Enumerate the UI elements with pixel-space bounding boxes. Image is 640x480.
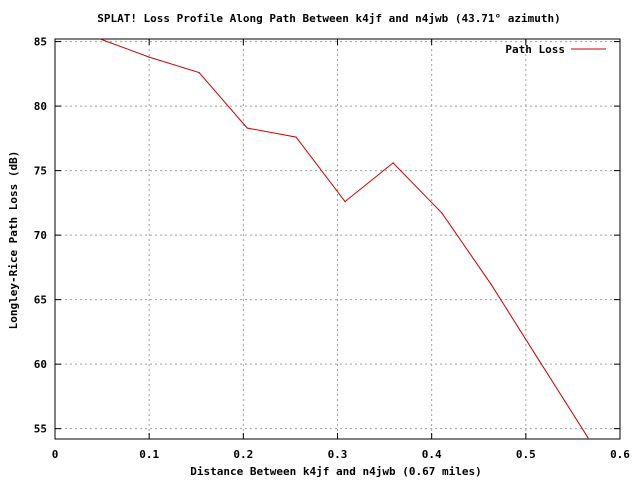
data-point xyxy=(148,56,150,58)
y-tick-label: 85 xyxy=(34,36,47,49)
x-tick-label: 0.5 xyxy=(516,448,536,461)
y-axis-label: Longley-Rice Path Loss (dB) xyxy=(7,151,20,330)
legend-label: Path Loss xyxy=(505,43,565,56)
legend: Path Loss xyxy=(505,43,606,56)
data-point xyxy=(587,437,589,439)
data-point xyxy=(538,359,540,361)
y-tick-label: 55 xyxy=(34,423,47,436)
y-tick-label: 65 xyxy=(34,294,47,307)
x-tick-label: 0.1 xyxy=(139,448,159,461)
y-tick-label: 70 xyxy=(34,229,47,242)
data-point xyxy=(441,212,443,214)
x-tick-label: 0 xyxy=(52,448,59,461)
x-axis: 0 0.1 0.2 0.3 0.4 0.5 0.6 xyxy=(52,39,630,461)
data-point xyxy=(490,283,492,285)
data-point xyxy=(198,71,200,74)
y-axis: 55 60 65 70 75 80 85 xyxy=(34,36,620,436)
data-point xyxy=(246,127,248,129)
grid-lines xyxy=(55,39,620,439)
x-tick-label: 0.4 xyxy=(422,448,442,461)
y-tick-label: 60 xyxy=(34,358,47,371)
series-line-path-loss xyxy=(100,38,589,438)
x-axis-label: Distance Between k4jf and n4jwb (0.67 mi… xyxy=(190,465,481,478)
data-point xyxy=(295,136,297,138)
y-tick-label: 75 xyxy=(34,165,47,178)
data-point xyxy=(99,38,101,40)
chart-title: SPLAT! Loss Profile Along Path Between k… xyxy=(97,12,561,25)
x-tick-label: 0.2 xyxy=(233,448,253,461)
x-tick-label: 0.3 xyxy=(328,448,348,461)
data-point xyxy=(392,162,394,164)
series-layer xyxy=(99,38,589,439)
x-tick-label: 0.6 xyxy=(610,448,630,461)
y-tick-label: 80 xyxy=(34,100,47,113)
data-point xyxy=(344,201,346,203)
